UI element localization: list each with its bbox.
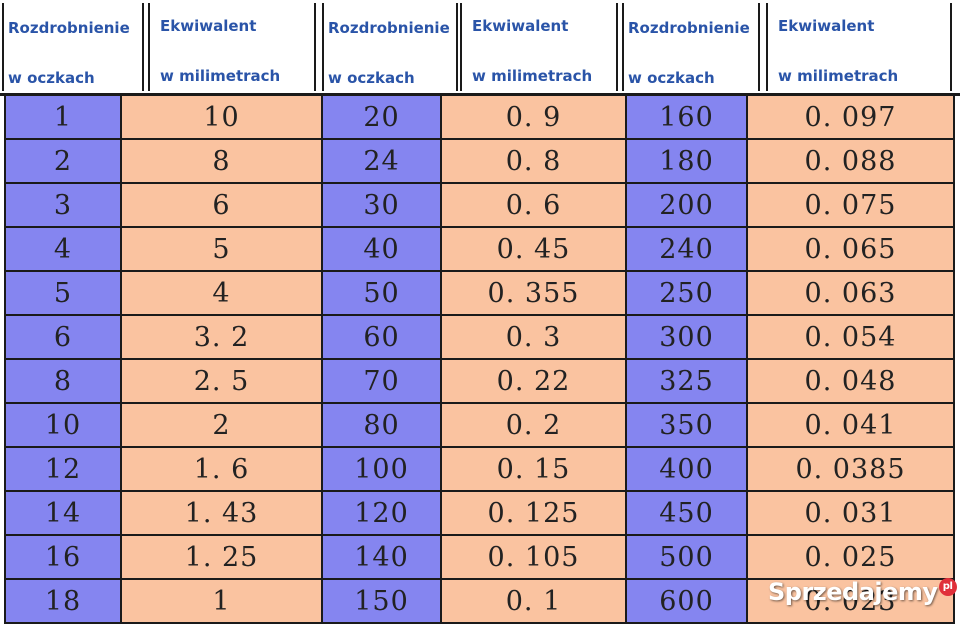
cell-mesh-value: 1 [4, 96, 122, 140]
header-line2: w milimetrach [160, 67, 281, 85]
cell-mm-value: 0. 8 [442, 140, 627, 184]
cell-mm-value: 0. 0385 [748, 448, 955, 492]
cell-mesh-value: 2 [4, 140, 122, 184]
cell-mesh-value: 70 [323, 360, 442, 404]
cell-mm-value: 2. 5 [122, 360, 323, 404]
cell-mm-value: 0. 065 [748, 228, 955, 272]
cell-mm-value: 5 [122, 228, 323, 272]
cell-mesh-value: 350 [627, 404, 748, 448]
cell-mesh-value: 16 [4, 536, 122, 580]
cell-mm-value: 0. 025 [748, 536, 955, 580]
cell-mesh-value: 60 [323, 316, 442, 360]
cell-mm-value: 0. 105 [442, 536, 627, 580]
cell-mm-value: 0. 6 [442, 184, 627, 228]
cell-mesh-value: 3 [4, 184, 122, 228]
cell-mesh-value: 120 [323, 492, 442, 536]
header-line2: w oczkach [8, 69, 95, 87]
cell-mesh-value: 12 [4, 448, 122, 492]
cell-mesh-value: 4 [4, 228, 122, 272]
cell-mm-value: 3. 2 [122, 316, 323, 360]
cell-mesh-value: 24 [323, 140, 442, 184]
cell-mm-value: 0. 048 [748, 360, 955, 404]
header-line1: Ekwiwalent [160, 17, 257, 35]
header-line1: Rozdrobnienie [8, 19, 130, 37]
cell-mm-value: 0. 088 [748, 140, 955, 184]
cell-mesh-value: 50 [323, 272, 442, 316]
watermark-suffix: pl [938, 578, 957, 596]
cell-mesh-value: 150 [323, 580, 442, 624]
cell-mm-value: 0. 2 [442, 404, 627, 448]
cell-mm-value: 0. 9 [442, 96, 627, 140]
cell-mm-value: 0. 075 [748, 184, 955, 228]
header-line1: Ekwiwalent [778, 17, 875, 35]
header-line2: w oczkach [328, 69, 415, 87]
cell-mesh-value: 450 [627, 492, 748, 536]
cell-mesh-value: 500 [627, 536, 748, 580]
header-line2: w milimetrach [778, 67, 899, 85]
cell-mm-value: 1. 43 [122, 492, 323, 536]
cell-mesh-value: 325 [627, 360, 748, 404]
watermark-text: Sprzedajemy [768, 578, 938, 606]
header-line1: Rozdrobnienie [628, 19, 750, 37]
cell-mesh-value: 240 [627, 228, 748, 272]
cell-mm-value: 0. 45 [442, 228, 627, 272]
cell-mm-value: 6 [122, 184, 323, 228]
cell-mesh-value: 160 [627, 96, 748, 140]
header-line1: Ekwiwalent [472, 17, 569, 35]
header-line2: w milimetrach [472, 67, 593, 85]
cell-mm-value: 0. 041 [748, 404, 955, 448]
cell-mm-value: 0. 15 [442, 448, 627, 492]
header-line1: Rozdrobnienie [328, 19, 450, 37]
header-line2: w oczkach [628, 69, 715, 87]
cell-mesh-value: 40 [323, 228, 442, 272]
cell-mm-value: 0. 3 [442, 316, 627, 360]
cell-mesh-value: 80 [323, 404, 442, 448]
cell-mm-value: 0. 023 [748, 580, 955, 624]
cell-mm-value: 4 [122, 272, 323, 316]
header-mm-equivalent: Ekwiwalent w milimetrach [148, 3, 316, 91]
cell-mesh-value: 300 [627, 316, 748, 360]
cell-mesh-value: 30 [323, 184, 442, 228]
cell-mm-value: 10 [122, 96, 323, 140]
header-mm-equivalent: Ekwiwalent w milimetrach [766, 3, 952, 91]
cell-mm-value: 0. 031 [748, 492, 955, 536]
header-divider [0, 93, 960, 96]
cell-mesh-value: 6 [4, 316, 122, 360]
cell-mesh-value: 400 [627, 448, 748, 492]
cell-mesh-value: 14 [4, 492, 122, 536]
header-mesh-size: Rozdrobnienie w oczkach [322, 3, 458, 91]
cell-mm-value: 1 [122, 580, 323, 624]
cell-mesh-value: 200 [627, 184, 748, 228]
cell-mm-value: 0. 125 [442, 492, 627, 536]
cell-mm-value: 1. 25 [122, 536, 323, 580]
cell-mm-value: 0. 054 [748, 316, 955, 360]
cell-mm-value: 2 [122, 404, 323, 448]
cell-mm-value: 8 [122, 140, 323, 184]
cell-mesh-value: 600 [627, 580, 748, 624]
cell-mesh-value: 180 [627, 140, 748, 184]
cell-mm-value: 0. 097 [748, 96, 955, 140]
cell-mesh-value: 8 [4, 360, 122, 404]
cell-mm-value: 0. 063 [748, 272, 955, 316]
header-mm-equivalent: Ekwiwalent w milimetrach [460, 3, 618, 91]
cell-mesh-value: 5 [4, 272, 122, 316]
cell-mesh-value: 10 [4, 404, 122, 448]
header-mesh-size: Rozdrobnienie w oczkach [622, 3, 760, 91]
cell-mesh-value: 20 [323, 96, 442, 140]
cell-mesh-value: 18 [4, 580, 122, 624]
cell-mm-value: 1. 6 [122, 448, 323, 492]
cell-mm-value: 0. 355 [442, 272, 627, 316]
cell-mm-value: 0. 1 [442, 580, 627, 624]
header-mesh-size: Rozdrobnienie w oczkach [2, 3, 144, 91]
watermark-logo: Sprzedajemy pl [768, 578, 957, 606]
cell-mesh-value: 100 [323, 448, 442, 492]
cell-mesh-value: 140 [323, 536, 442, 580]
cell-mesh-value: 250 [627, 272, 748, 316]
cell-mm-value: 0. 22 [442, 360, 627, 404]
